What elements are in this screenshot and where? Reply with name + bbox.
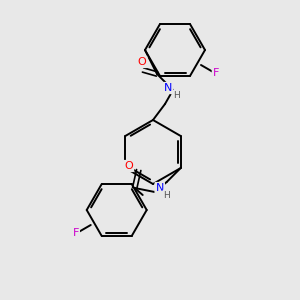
Text: F: F	[73, 227, 79, 238]
Text: H: H	[172, 91, 179, 100]
Text: F: F	[213, 68, 219, 77]
Text: O: O	[124, 161, 133, 171]
Text: N: N	[164, 83, 172, 93]
Text: H: H	[163, 190, 170, 200]
Text: O: O	[138, 57, 146, 67]
Text: N: N	[155, 183, 164, 193]
